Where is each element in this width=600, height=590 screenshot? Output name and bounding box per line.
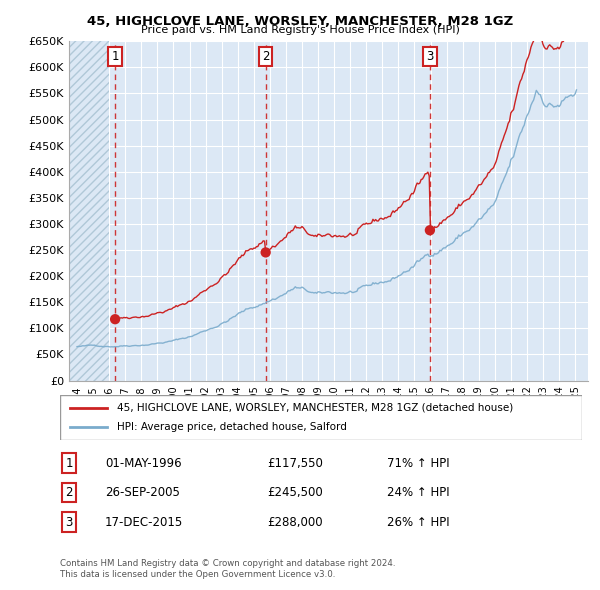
- Text: 45, HIGHCLOVE LANE, WORSLEY, MANCHESTER, M28 1GZ: 45, HIGHCLOVE LANE, WORSLEY, MANCHESTER,…: [87, 15, 513, 28]
- Text: 17-DEC-2015: 17-DEC-2015: [105, 516, 183, 529]
- Text: 2: 2: [262, 50, 269, 63]
- Text: Contains HM Land Registry data © Crown copyright and database right 2024.: Contains HM Land Registry data © Crown c…: [60, 559, 395, 568]
- Text: 3: 3: [426, 50, 434, 63]
- Point: [110, 314, 120, 324]
- Text: £245,500: £245,500: [267, 486, 323, 499]
- Text: £117,550: £117,550: [267, 457, 323, 470]
- Text: 71% ↑ HPI: 71% ↑ HPI: [387, 457, 449, 470]
- Text: 3: 3: [65, 516, 73, 529]
- Text: 26% ↑ HPI: 26% ↑ HPI: [387, 516, 449, 529]
- Text: 2: 2: [65, 486, 73, 499]
- Text: 26-SEP-2005: 26-SEP-2005: [105, 486, 180, 499]
- Text: 45, HIGHCLOVE LANE, WORSLEY, MANCHESTER, M28 1GZ (detached house): 45, HIGHCLOVE LANE, WORSLEY, MANCHESTER,…: [118, 403, 514, 412]
- Text: HPI: Average price, detached house, Salford: HPI: Average price, detached house, Salf…: [118, 422, 347, 432]
- Bar: [69, 41, 109, 381]
- Text: £288,000: £288,000: [267, 516, 323, 529]
- Point: [261, 248, 271, 257]
- Point: [425, 225, 434, 235]
- Text: Price paid vs. HM Land Registry's House Price Index (HPI): Price paid vs. HM Land Registry's House …: [140, 25, 460, 35]
- Text: This data is licensed under the Open Government Licence v3.0.: This data is licensed under the Open Gov…: [60, 571, 335, 579]
- Text: 1: 1: [65, 457, 73, 470]
- Text: 01-MAY-1996: 01-MAY-1996: [105, 457, 182, 470]
- Text: 24% ↑ HPI: 24% ↑ HPI: [387, 486, 449, 499]
- Text: 1: 1: [112, 50, 119, 63]
